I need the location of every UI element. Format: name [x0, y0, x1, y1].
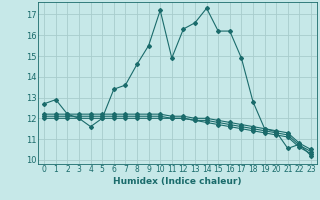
X-axis label: Humidex (Indice chaleur): Humidex (Indice chaleur) — [113, 177, 242, 186]
